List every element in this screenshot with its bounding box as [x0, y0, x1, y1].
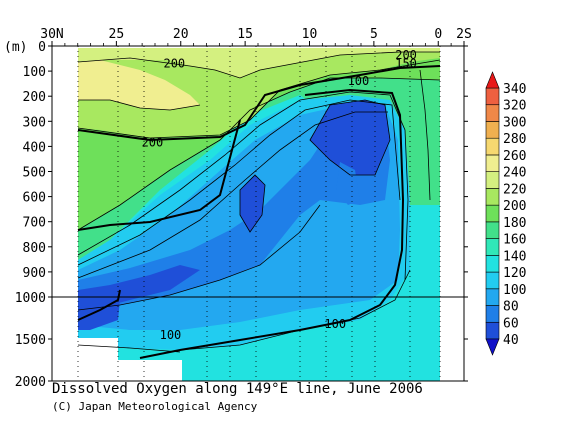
colorbar-segment	[485, 221, 500, 239]
y-tick-label: 600	[23, 191, 46, 206]
colorbar-segment	[485, 204, 500, 223]
x-tick-label: 2S	[456, 27, 472, 42]
y-tick-label: 1500	[15, 333, 46, 348]
x-tick-label: 20	[173, 27, 189, 42]
colorbar-label: 80	[503, 300, 519, 315]
colorbar-label: 60	[503, 316, 519, 331]
colorbar-segment	[485, 104, 500, 122]
y-tick-label: 400	[23, 140, 46, 155]
plot-area	[51, 45, 465, 382]
colorbar-segment	[485, 288, 500, 306]
y-tick-label: 500	[23, 166, 46, 181]
x-tick-label: 10	[302, 27, 318, 42]
y-tick-label: 200	[23, 90, 46, 105]
colorbar-label: 140	[503, 249, 526, 264]
y-tick-label: 300	[23, 115, 46, 130]
colorbar-label: 320	[503, 99, 526, 114]
station-lines	[77, 46, 441, 381]
colorbar-label: 160	[503, 233, 526, 248]
contour-label: 100	[160, 328, 182, 342]
x-tick-label: 15	[237, 27, 253, 42]
contour-label: 200	[395, 48, 417, 62]
colorbar-label: 240	[503, 166, 526, 181]
colorbar-label: 200	[503, 199, 526, 214]
y-axis: 100 200 300 400 500 600 700 800 900 1000 1500 2000 0	[15, 40, 468, 390]
colorbar-label: 120	[503, 266, 526, 281]
colorbar-label: 260	[503, 149, 526, 164]
y-tick-label: 800	[23, 241, 46, 256]
colorbar-segment	[485, 321, 500, 340]
missing-data-block-2	[118, 360, 182, 382]
y-tick-label: 900	[23, 266, 46, 281]
contour-label: 100	[324, 317, 346, 331]
colorbar-label: 40	[503, 333, 519, 348]
x-tick-label: 25	[109, 27, 125, 42]
contour-label: 200	[163, 57, 185, 71]
chart-credit: (C) Japan Meteorological Agency	[52, 400, 258, 413]
colorbar-under-arrow	[485, 338, 500, 356]
colorbar: 4060801001201401601802002202402602803003…	[485, 71, 526, 356]
bold-contours	[77, 65, 441, 359]
colorbar-label: 340	[503, 82, 526, 97]
colorbar-label: 280	[503, 132, 526, 147]
colorbar-segment	[485, 271, 500, 290]
y-tick-label: 2000	[15, 375, 46, 390]
colorbar-segment	[485, 121, 500, 139]
colorbar-label: 300	[503, 115, 526, 130]
x-tick-label: 30N	[40, 27, 63, 42]
contour-label: 100	[348, 74, 370, 88]
colorbar-segment	[485, 305, 500, 323]
missing-data-block-1	[78, 338, 118, 382]
colorbar-label: 100	[503, 283, 526, 298]
colorbar-segment	[485, 171, 500, 189]
y-tick-label: 700	[23, 216, 46, 231]
y-unit-label: (m)	[4, 40, 27, 55]
chart-title: Dissolved Oxygen along 149°E line, June …	[52, 381, 423, 397]
x-axis: 30N 25 20 15 10 5 0 2S	[40, 27, 472, 46]
colorbar-label: 220	[503, 182, 526, 197]
colorbar-segment	[485, 87, 500, 106]
y-tick-label: 1000	[15, 291, 46, 306]
colorbar-segment	[485, 137, 500, 156]
y-tick-label: 0	[38, 40, 46, 55]
x-tick-label: 5	[370, 27, 378, 42]
colorbar-segment	[485, 188, 500, 206]
colorbar-label: 180	[503, 216, 526, 231]
colorbar-segment	[485, 154, 500, 172]
x-tick-label: 0	[434, 27, 442, 42]
colorbar-segment	[485, 238, 500, 256]
colorbar-segment	[485, 255, 500, 273]
contour-label: 200	[142, 136, 164, 150]
colorbar-over-arrow	[485, 71, 500, 89]
contour-label: 150	[395, 57, 417, 71]
color-fill-layers	[78, 48, 440, 381]
y-tick-label: 100	[23, 65, 46, 80]
